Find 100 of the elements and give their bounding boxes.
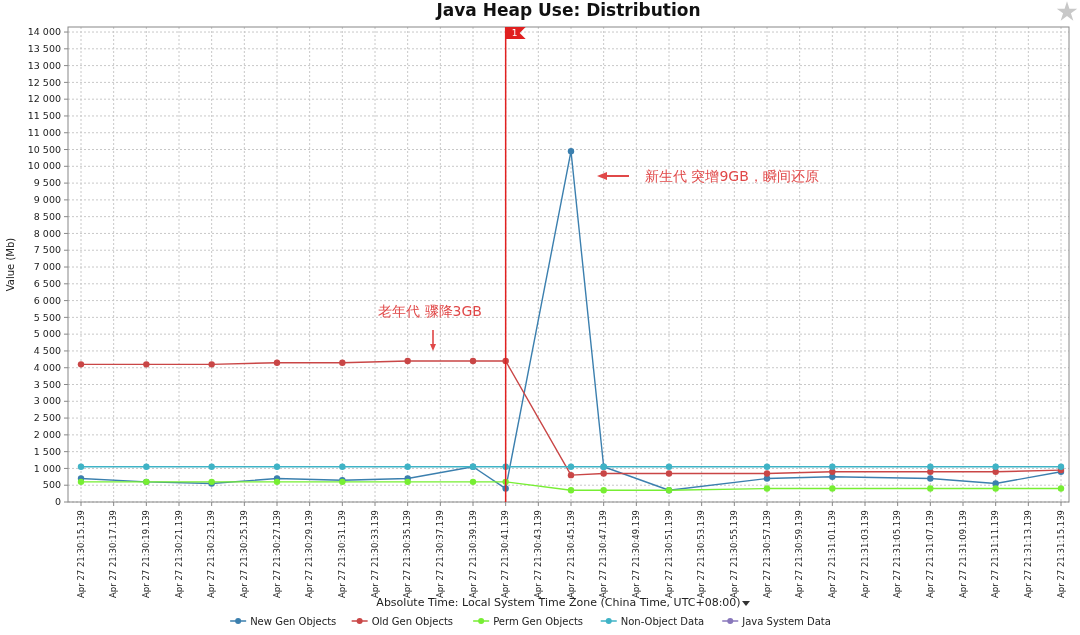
x-tick-label: Apr 27 21:30:47.139 bbox=[598, 510, 609, 599]
y-tick-label: 12 000 bbox=[27, 93, 61, 105]
point bbox=[77, 478, 85, 486]
x-tick-label: Apr 27 21:30:45.139 bbox=[565, 510, 576, 599]
chart-title: Java Heap Use: Distribution bbox=[435, 0, 701, 20]
point bbox=[404, 478, 411, 486]
y-tick-label: 5 500 bbox=[33, 311, 61, 323]
y-tick-label: 9 500 bbox=[33, 177, 61, 189]
point bbox=[763, 485, 771, 492]
y-tick-label: 9 000 bbox=[33, 194, 61, 206]
x-tick-label: Apr 27 21:30:57.139 bbox=[761, 510, 772, 599]
x-tick-label: Apr 27 21:30:37.139 bbox=[435, 510, 446, 599]
x-tick-label: Apr 27 21:30:23.139 bbox=[206, 510, 217, 599]
y-tick-label: 13 500 bbox=[27, 42, 61, 54]
point bbox=[829, 463, 836, 470]
y-tick-label: 6 500 bbox=[33, 277, 61, 289]
point bbox=[992, 485, 999, 492]
x-tick-label: Apr 27 21:30:15.139 bbox=[75, 510, 86, 599]
point bbox=[567, 148, 575, 155]
point bbox=[665, 463, 673, 470]
x-tick-label: Apr 27 21:30:49.139 bbox=[631, 510, 642, 599]
y-tick-label: 14 000 bbox=[27, 26, 61, 38]
point bbox=[273, 359, 281, 366]
y-tick-label: 1 000 bbox=[33, 462, 61, 474]
y-tick-label: 8 500 bbox=[33, 210, 61, 222]
y-tick-label: 2 000 bbox=[33, 429, 61, 440]
legend-label: Old Gen Objects bbox=[371, 615, 454, 627]
y-tick-label: 500 bbox=[42, 479, 61, 491]
x-tick-label: Apr 27 21:30:19.139 bbox=[141, 510, 152, 599]
point bbox=[77, 463, 85, 470]
x-tick-label: Apr 27 21:31:03.139 bbox=[859, 510, 870, 599]
x-tick-label: Apr 27 21:30:31.139 bbox=[337, 510, 348, 599]
x-tick-label: Apr 27 21:30:53.139 bbox=[696, 510, 707, 599]
point bbox=[77, 361, 85, 368]
y-tick-label: 12 500 bbox=[27, 76, 61, 88]
x-tick-label: Apr 27 21:30:35.139 bbox=[402, 510, 413, 599]
y-tick-label: 13 000 bbox=[27, 59, 61, 71]
x-tick-label: Apr 27 21:30:39.139 bbox=[467, 510, 478, 599]
annotation: 新生代 突增9GB，瞬间还原 bbox=[645, 167, 819, 184]
y-tick-label: 11 500 bbox=[27, 110, 61, 122]
y-tick-label: 0 bbox=[54, 496, 61, 508]
annotation: 1 bbox=[511, 28, 518, 38]
point bbox=[469, 478, 477, 486]
point bbox=[927, 485, 934, 492]
x-tick-label: Apr 27 21:31:15.139 bbox=[1055, 510, 1066, 599]
point bbox=[273, 463, 281, 470]
point bbox=[469, 357, 477, 365]
y-tick-label: 2 500 bbox=[33, 412, 61, 424]
x-tick-label: Apr 27 21:30:17.139 bbox=[108, 510, 119, 599]
point bbox=[992, 463, 999, 470]
y-tick-label: 7 000 bbox=[33, 261, 61, 273]
point bbox=[143, 361, 150, 368]
y-tick-label: 4 500 bbox=[33, 345, 61, 357]
y-tick-label: 11 000 bbox=[27, 126, 61, 138]
x-tick-label: Apr 27 21:30:41.139 bbox=[500, 510, 511, 599]
y-tick-label: 6 000 bbox=[33, 294, 61, 306]
y-tick-label: 3 000 bbox=[33, 395, 61, 407]
point bbox=[763, 463, 771, 470]
point bbox=[339, 463, 346, 470]
x-tick-label: Apr 27 21:31:13.139 bbox=[1023, 510, 1034, 599]
point bbox=[665, 470, 673, 477]
x-tick-label: Apr 27 21:30:27.139 bbox=[271, 510, 282, 599]
point bbox=[1057, 485, 1065, 492]
point bbox=[339, 359, 346, 366]
y-axis-title: Value (Mb) bbox=[5, 237, 16, 292]
y-tick-label: 10 000 bbox=[27, 160, 61, 172]
x-tick-label: Apr 27 21:30:33.139 bbox=[369, 510, 380, 599]
y-tick-label: 7 500 bbox=[33, 244, 61, 256]
y-tick-label: 1 500 bbox=[33, 445, 61, 457]
x-tick-label: Apr 27 21:31:07.139 bbox=[925, 510, 936, 599]
y-tick-label: 4 000 bbox=[33, 361, 61, 373]
x-tick-label: Apr 27 21:31:11.139 bbox=[990, 510, 1001, 599]
point bbox=[927, 475, 934, 482]
x-tick-label: Apr 27 21:31:09.139 bbox=[957, 510, 968, 599]
x-tick-label: Apr 27 21:30:55.139 bbox=[729, 510, 740, 599]
point bbox=[208, 361, 215, 368]
point bbox=[600, 487, 607, 494]
point bbox=[143, 463, 150, 470]
legend-label: Perm Gen Objects bbox=[493, 615, 584, 627]
annotation: 老年代 骤降3GB bbox=[378, 303, 482, 319]
x-tick-label: Apr 27 21:31:05.139 bbox=[892, 510, 903, 599]
point bbox=[404, 357, 411, 365]
x-tick-label: Apr 27 21:30:51.139 bbox=[663, 510, 674, 599]
legend-label: New Gen Objects bbox=[250, 615, 337, 627]
point bbox=[1057, 463, 1065, 470]
point bbox=[829, 485, 836, 492]
x-tick-label: Apr 27 21:30:29.139 bbox=[304, 510, 315, 599]
x-tick-label: Apr 27 21:30:25.139 bbox=[239, 510, 250, 599]
point bbox=[567, 463, 575, 470]
x-tick-label: Apr 27 21:30:21.139 bbox=[173, 510, 184, 599]
point bbox=[273, 478, 281, 486]
legend-label: Non-Object Data bbox=[620, 615, 705, 627]
legend-label: Java System Data bbox=[741, 615, 831, 627]
x-tick-label: Apr 27 21:30:59.139 bbox=[794, 510, 805, 599]
x-tick-label: Apr 27 21:30:43.139 bbox=[533, 510, 544, 599]
y-tick-label: 10 500 bbox=[27, 143, 61, 155]
y-tick-label: 5 000 bbox=[33, 328, 61, 340]
point bbox=[567, 471, 575, 479]
point bbox=[600, 470, 607, 477]
point bbox=[567, 487, 575, 494]
